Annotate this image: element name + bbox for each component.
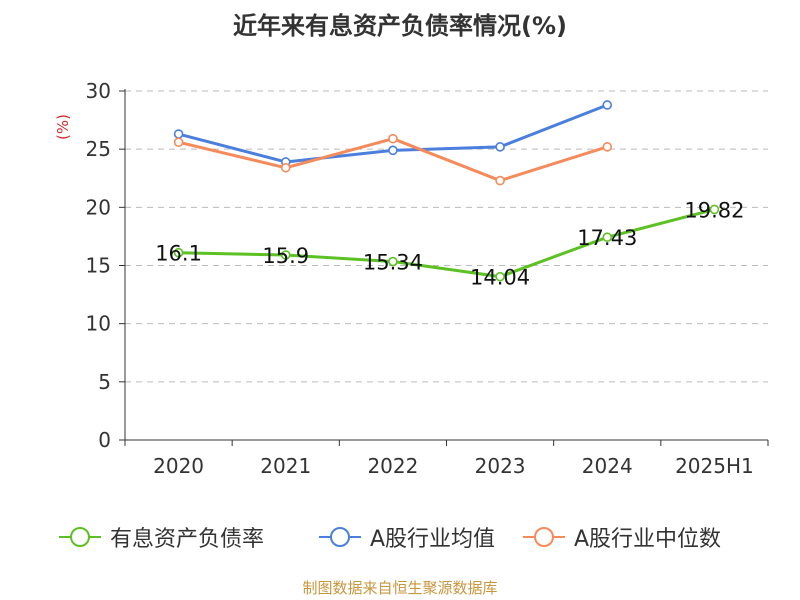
grid-lines (125, 90, 768, 383)
data-label: 15.34 (363, 251, 423, 275)
data-point (388, 145, 398, 156)
legend-item-debt-ratio[interactable]: 有息资产负债率 (58, 520, 264, 554)
x-tick-label: 2020 (153, 454, 204, 478)
y-tick-label: 25 (86, 137, 111, 161)
legend-label: A股行业均值 (370, 527, 496, 552)
data-point (602, 142, 613, 152)
series-line (178, 137, 608, 183)
y-tick-label: 20 (86, 195, 111, 219)
y-tick-label: 15 (86, 254, 111, 278)
legend-item-industry-median[interactable]: A股行业中位数 (522, 520, 721, 554)
data-point (280, 250, 291, 260)
data-label: 14.04 (470, 266, 530, 290)
legend-swatch-icon (319, 527, 361, 547)
data-point (388, 256, 398, 267)
data-label: 16.1 (155, 242, 202, 266)
data-label: 19.82 (684, 198, 744, 222)
series-line (178, 207, 715, 279)
legend-label: A股行业中位数 (574, 527, 722, 552)
data-point (602, 100, 613, 110)
legend-marker (330, 527, 350, 547)
axes: 0 5 10 15 20 25 30 2020 2021 2022 2023 2024 2025H1 (86, 79, 769, 478)
x-tick-label: 2023 (475, 454, 526, 478)
y-tick-label: 0 (98, 428, 111, 452)
legend-swatch-icon (523, 527, 565, 547)
y-tick-label: 10 (86, 312, 111, 336)
x-tick-label: 2024 (582, 454, 633, 478)
legend-marker (534, 527, 554, 547)
legend-item-industry-mean[interactable]: A股行业均值 (318, 520, 495, 554)
data-point (388, 133, 398, 144)
data-source-note: 制图数据来自恒生聚源数据库 (302, 579, 498, 597)
data-point (495, 175, 505, 186)
series-lines (173, 100, 720, 282)
x-tick-label: 2021 (260, 454, 311, 478)
data-point (709, 204, 720, 215)
data-point (173, 129, 184, 139)
data-label: 15.9 (262, 244, 309, 268)
data-point (495, 271, 505, 282)
x-tick-label: 2025H1 (675, 454, 754, 478)
y-tick-label: 5 (98, 370, 111, 394)
chart-title: 近年来有息资产负债率情况(%) (233, 12, 567, 40)
legend: 有息资产负债率 A股行业均值 A股行业中位数 (0, 520, 800, 554)
data-point (280, 162, 291, 173)
data-label: 17.43 (577, 226, 637, 250)
legend-marker (70, 527, 90, 547)
data-point (173, 137, 184, 147)
data-point (173, 247, 184, 258)
x-tick-label: 2022 (367, 454, 418, 478)
legend-swatch-icon (59, 527, 101, 547)
data-labels: 16.1 15.9 15.34 14.04 17.43 19.82 (155, 198, 744, 289)
data-point (495, 142, 505, 152)
data-point (602, 232, 613, 243)
y-tick-label: 30 (86, 79, 111, 103)
legend-label: 有息资产负债率 (110, 527, 265, 552)
